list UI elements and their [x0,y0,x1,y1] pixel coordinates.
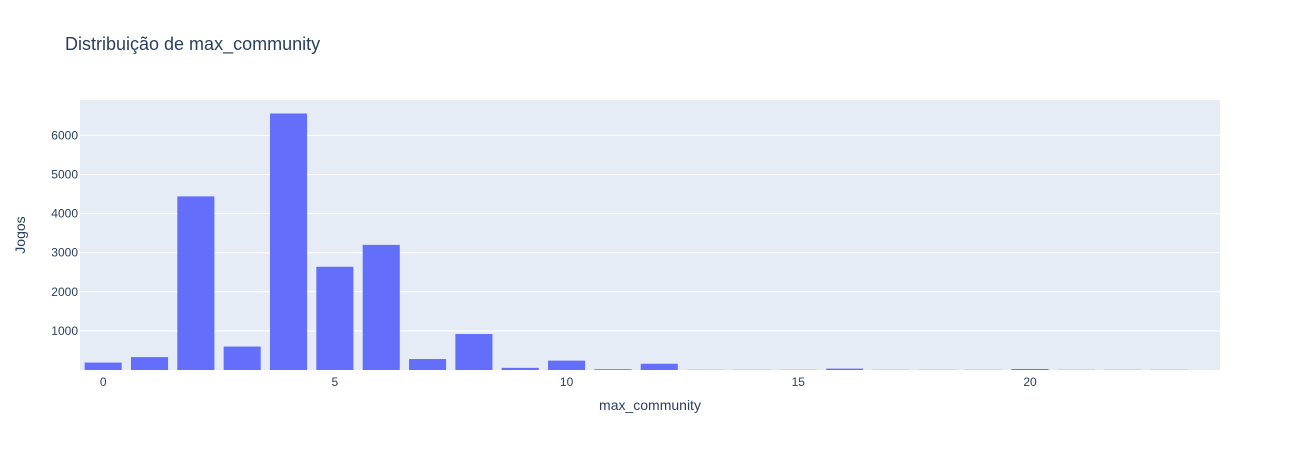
plot-area [80,100,1220,370]
bar [409,359,447,370]
bar [455,334,493,370]
y-tick-label: 1000 [51,324,78,338]
y-axis-label: Jogos [12,216,28,253]
bar [548,360,586,370]
bar [640,363,678,370]
x-tick-label: 5 [332,375,339,389]
bar [316,266,354,370]
bar [826,368,864,370]
bar [130,357,169,370]
y-tick-label: 6000 [51,128,78,142]
bar [594,369,632,370]
x-axis-label: max_community [599,397,701,413]
y-axis-ticks: 1000 2000 3000 4000 5000 6000 [51,128,78,338]
bar [501,367,539,370]
bar [223,346,261,370]
chart-title: Distribuição de max_community [65,34,320,55]
y-tick-label: 4000 [51,207,78,221]
bar [177,196,215,370]
y-tick-label: 3000 [51,246,78,260]
x-tick-label: 15 [792,375,806,389]
bar [362,244,400,370]
y-tick-label: 5000 [51,167,78,181]
bars [84,113,1188,370]
x-axis-ticks: 0 5 10 15 20 [100,375,1037,389]
bar [1011,369,1049,370]
y-tick-label: 2000 [51,285,78,299]
x-tick-label: 20 [1023,375,1037,389]
bar [84,362,122,370]
x-tick-label: 10 [560,375,574,389]
bar [270,113,308,370]
x-tick-label: 0 [100,375,107,389]
